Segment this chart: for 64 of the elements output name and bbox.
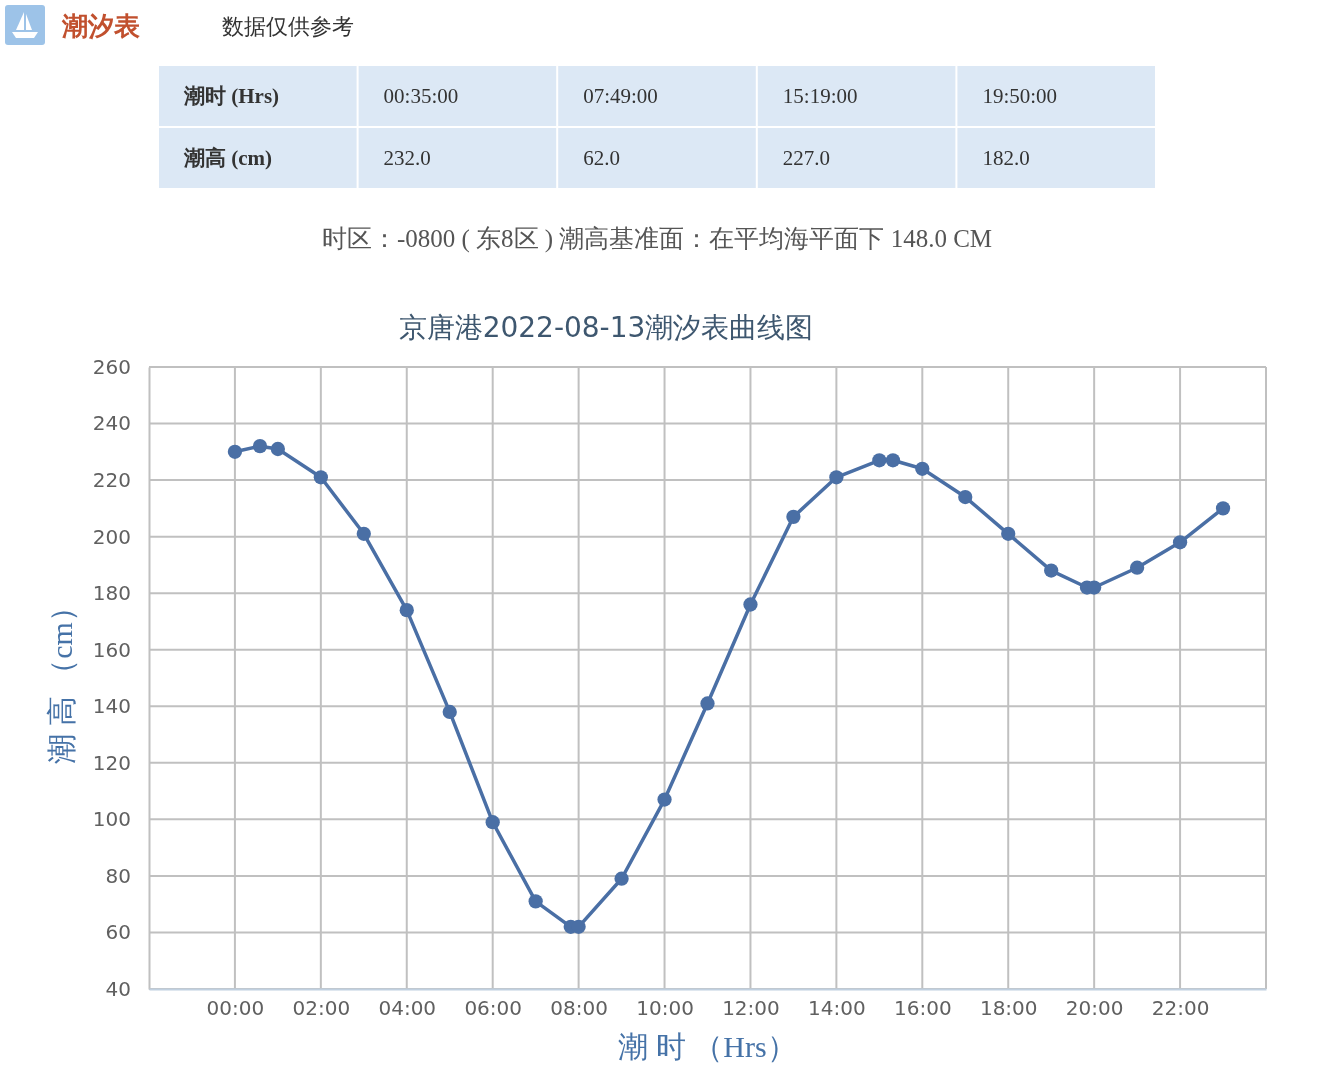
point: [252, 439, 268, 454]
y-tick-label: 100: [92, 807, 131, 832]
text: 00:35:00: [383, 84, 459, 108]
text: 潮时 (Hrs): [183, 84, 280, 108]
point: [872, 453, 887, 468]
x-tick-label: 04:00: [378, 996, 437, 1021]
y-tick-label: 40: [105, 976, 131, 1001]
x-tick-label: 00:00: [206, 996, 265, 1021]
point: [270, 441, 286, 457]
y-tick-label: 200: [92, 524, 131, 549]
point: [700, 696, 715, 711]
y-tick-label: 140: [92, 694, 131, 719]
text: 62.0: [583, 146, 620, 170]
point: [743, 597, 758, 612]
x-tick-label: 06:00: [464, 996, 523, 1021]
text: 07:49:00: [583, 84, 658, 108]
point: [399, 603, 414, 618]
text: 232.0: [383, 146, 431, 170]
x-tick-label: 10:00: [636, 996, 694, 1021]
y-tick-label: 60: [105, 920, 131, 945]
point: [528, 894, 543, 909]
point: [1172, 535, 1188, 550]
y-tick-label: 180: [92, 581, 131, 606]
text: 15:19:00: [782, 84, 858, 108]
point: [1129, 560, 1145, 575]
point: [958, 489, 973, 505]
point: [885, 453, 901, 468]
x-tick-label: 14:00: [808, 996, 866, 1021]
x-tick-label: 08:00: [550, 996, 608, 1021]
text: 数据仅供参考: [222, 14, 354, 39]
text: 227.0: [782, 146, 831, 170]
point: [1044, 563, 1059, 578]
y-tick-label: 260: [92, 354, 131, 379]
point: [614, 871, 629, 886]
y-tick-label: 80: [105, 863, 131, 888]
text: 19:50:00: [982, 84, 1058, 108]
x-tick-label: 02:00: [292, 996, 351, 1021]
point: [485, 815, 500, 830]
text: 182.0: [982, 146, 1030, 170]
point: [657, 792, 672, 807]
y-axis-title: 潮 高 （cm）: [45, 592, 78, 764]
chart-title: 京唐港2022-08-13潮汐表曲线图: [398, 311, 814, 344]
x-tick-label: 18:00: [979, 996, 1038, 1021]
text: 潮汐表: [61, 12, 140, 41]
x-axis-title: 潮 时 （Hrs）: [618, 1030, 797, 1063]
y-tick-label: 220: [92, 467, 131, 492]
y-tick-label: 240: [92, 411, 131, 436]
y-tick-label: 120: [92, 750, 131, 775]
point: [915, 461, 930, 476]
x-tick-label: 20:00: [1065, 996, 1124, 1021]
point: [786, 509, 801, 524]
x-tick-label: 12:00: [722, 996, 780, 1021]
point: [442, 704, 457, 720]
y-tick-label: 160: [92, 637, 131, 662]
x-tick-label: 22:00: [1151, 996, 1210, 1021]
point: [356, 526, 371, 541]
text: 潮高 (cm): [183, 146, 273, 170]
point: [227, 444, 243, 459]
text: 时区：-0800 ( 东8区 ) 潮高基准面：在平均海平面下 148.0 CM: [321, 225, 993, 253]
point: [1215, 501, 1231, 516]
point: [313, 470, 328, 485]
point: [829, 470, 844, 485]
x-tick-label: 16:00: [893, 996, 952, 1021]
point: [1001, 526, 1016, 541]
